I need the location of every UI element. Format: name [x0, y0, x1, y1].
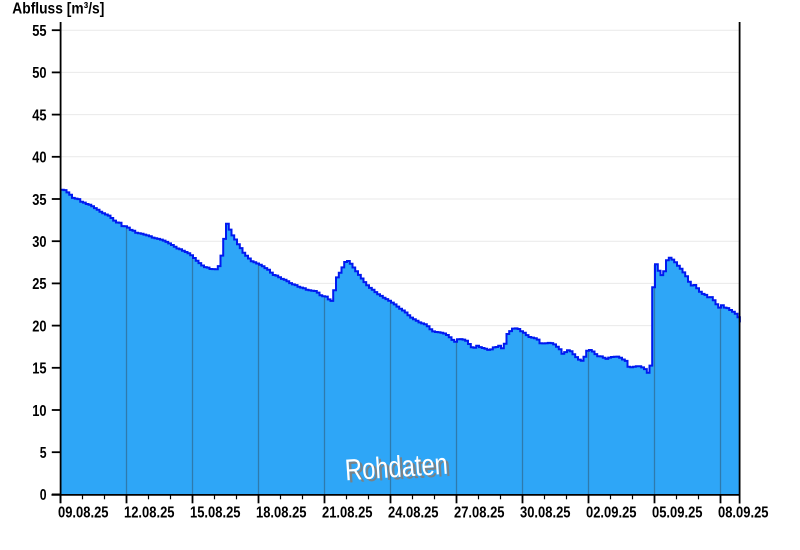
svg-text:15: 15 [32, 361, 46, 378]
svg-text:24.08.25: 24.08.25 [388, 505, 439, 522]
svg-text:0: 0 [40, 487, 47, 504]
svg-text:50: 50 [32, 65, 46, 82]
svg-text:Abfluss [m³/s]: Abfluss [m³/s] [12, 1, 104, 18]
svg-text:27.08.25: 27.08.25 [454, 505, 505, 522]
svg-text:08.09.25: 08.09.25 [718, 505, 769, 522]
svg-text:25: 25 [32, 276, 46, 293]
svg-text:02.09.25: 02.09.25 [586, 505, 637, 522]
svg-text:12.08.25: 12.08.25 [124, 505, 175, 522]
svg-text:Rohdaten: Rohdaten [344, 448, 449, 488]
svg-text:30: 30 [32, 234, 46, 251]
svg-text:55: 55 [32, 23, 46, 40]
svg-text:35: 35 [32, 192, 46, 209]
svg-text:20: 20 [32, 318, 46, 335]
svg-text:Rohdaten: Rohdaten [347, 450, 452, 490]
svg-text:30.08.25: 30.08.25 [520, 505, 571, 522]
svg-text:09.08.25: 09.08.25 [58, 505, 109, 522]
svg-text:40: 40 [32, 150, 46, 167]
svg-text:5: 5 [40, 445, 47, 462]
svg-text:10: 10 [32, 403, 46, 420]
svg-text:21.08.25: 21.08.25 [322, 505, 373, 522]
svg-text:15.08.25: 15.08.25 [190, 505, 241, 522]
svg-text:45: 45 [32, 107, 46, 124]
svg-text:05.09.25: 05.09.25 [652, 505, 703, 522]
svg-text:18.08.25: 18.08.25 [256, 505, 307, 522]
